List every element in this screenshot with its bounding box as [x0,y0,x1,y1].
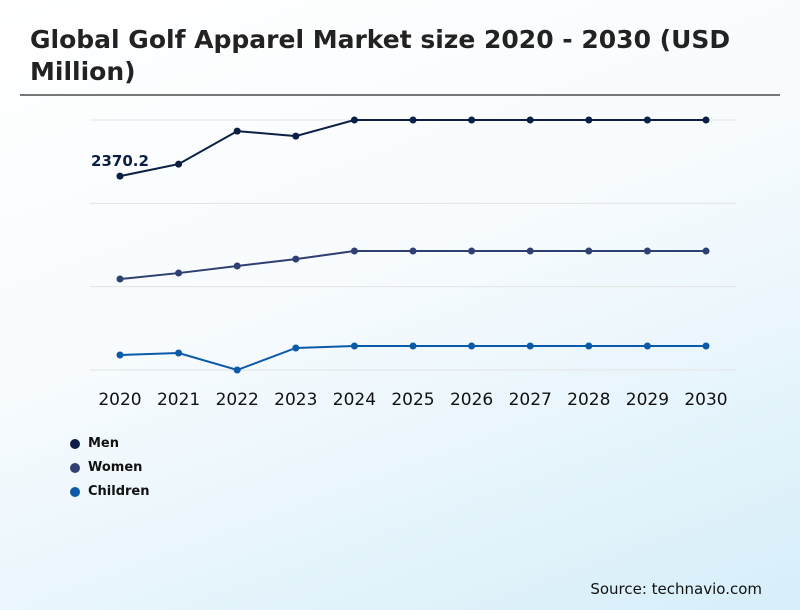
data-point-women [233,262,241,270]
data-point-women [526,247,534,255]
chart-title: Global Golf Apparel Market size 2020 - 2… [30,25,731,86]
x-tick-label: 2027 [509,390,552,410]
legend-item-women: Women [70,460,142,475]
data-point-women [116,275,124,283]
data-point-children [585,342,593,350]
data-point-women [292,255,300,263]
x-tick-label: 2024 [333,390,376,410]
x-tick-label: 2026 [450,390,493,410]
data-point-children [233,366,241,374]
data-point-men [409,116,417,124]
data-point-men [175,160,183,168]
data-point-children [526,342,534,350]
x-tick-label: 2030 [684,390,727,410]
data-point-women [585,247,593,255]
data-point-women [350,247,358,255]
series-line-men [119,119,706,178]
legend-marker [70,462,80,473]
legend-item-men: Men [70,436,119,451]
data-point-men [643,116,651,124]
x-tick-label: 2021 [157,390,200,410]
legend-label: Women [88,460,143,475]
legend-item-children: Children [70,484,150,499]
data-point-children [116,351,124,359]
data-point-men [350,116,358,124]
x-tick-label: 2028 [567,390,610,410]
series-line-women [119,250,706,281]
data-point-children [643,342,651,350]
data-point-children [292,344,300,352]
x-tick-label: 2022 [216,390,259,410]
data-point-men [526,116,534,124]
data-point-men [292,132,300,140]
legend-label: Children [88,484,150,499]
data-point-children [409,342,417,350]
data-point-men [702,116,710,124]
legend-marker [70,438,80,449]
title-divider [20,94,780,96]
data-point-children [175,349,183,357]
data-point-children [350,342,358,350]
legend-label: Men [88,436,120,451]
data-point-women [175,269,183,277]
data-point-women [702,247,710,255]
data-point-women [468,247,476,255]
line-chart: 2020 2021 2022 2023 2024 2025 2026 2027 2028 2029… [90,116,736,410]
data-point-men [233,127,241,135]
legend-marker [70,486,80,497]
x-tick-label: 2020 [98,390,141,410]
source-note: Source: technavio.com [590,580,762,598]
data-point-women [643,247,651,255]
data-point-men [585,116,593,124]
x-tick-label: 2029 [626,390,669,410]
x-tick-label: 2023 [274,390,317,410]
data-point-men [468,116,476,124]
series-line-children [119,345,706,372]
data-label: 2370.2 [91,152,149,170]
data-point-women [409,247,417,255]
data-point-children [702,342,710,350]
data-point-men [116,172,124,180]
data-point-children [468,342,476,350]
x-tick-label: 2025 [391,390,434,410]
